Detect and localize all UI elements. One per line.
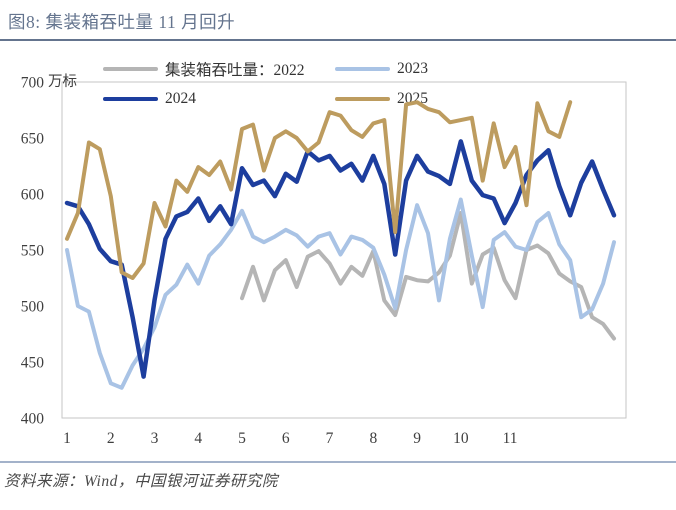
y-axis-tick-label: 700: [21, 75, 45, 92]
legend-swatch-2024: [103, 97, 158, 101]
y-axis-tick-label: 400: [21, 411, 45, 428]
legend-label-2023: 2023: [397, 60, 428, 77]
series-line-2023: [65, 197, 616, 390]
x-axis-tick-label: 7: [326, 430, 334, 447]
x-axis-tick-label: 2: [107, 430, 115, 447]
y-axis-tick-label: 600: [21, 187, 45, 204]
x-axis-tick-label: 9: [413, 430, 421, 447]
plot-area-border: [61, 81, 627, 419]
x-axis-tick-label: 4: [194, 430, 202, 447]
y-axis-tick-label: 650: [21, 131, 45, 148]
y-axis-unit-label: 万标: [48, 73, 77, 90]
x-axis-tick-label: 6: [282, 430, 290, 447]
x-axis-tick-label: 5: [238, 430, 246, 447]
y-axis-tick-label: 500: [21, 299, 45, 316]
legend-item-2024: 2024: [103, 90, 196, 108]
legend-swatch-2025: [335, 97, 390, 101]
x-axis-tick-label: 10: [453, 430, 469, 447]
y-axis-tick-label: 550: [21, 243, 45, 260]
x-axis-tick-label: 3: [151, 430, 159, 447]
series-line-2022: [240, 211, 616, 341]
legend-swatch-2022: [103, 67, 158, 71]
legend-item-2022: 集装箱吞吐量：2022: [103, 60, 305, 79]
chart-title: 图8: 集装箱吞吐量 11 月回升: [8, 12, 236, 32]
x-axis-tick-label: 1: [63, 430, 71, 447]
legend-label-2022: 集装箱吞吐量：2022: [165, 62, 305, 79]
legend-label-2024: 2024: [165, 90, 196, 107]
x-axis-tick-label: 8: [369, 430, 377, 447]
footer-source-text: 资料来源：Wind，中国银河证券研究院: [4, 473, 278, 490]
x-axis-tick-label: 11: [503, 430, 518, 447]
series-line-2025: [65, 100, 573, 280]
title-divider: [0, 39, 676, 41]
series-line-2024: [64, 139, 617, 379]
legend-item-2023: 2023: [335, 60, 428, 78]
legend-swatch-2023: [335, 67, 390, 71]
y-axis-tick-label: 450: [21, 355, 45, 372]
footer-divider: [0, 461, 676, 463]
